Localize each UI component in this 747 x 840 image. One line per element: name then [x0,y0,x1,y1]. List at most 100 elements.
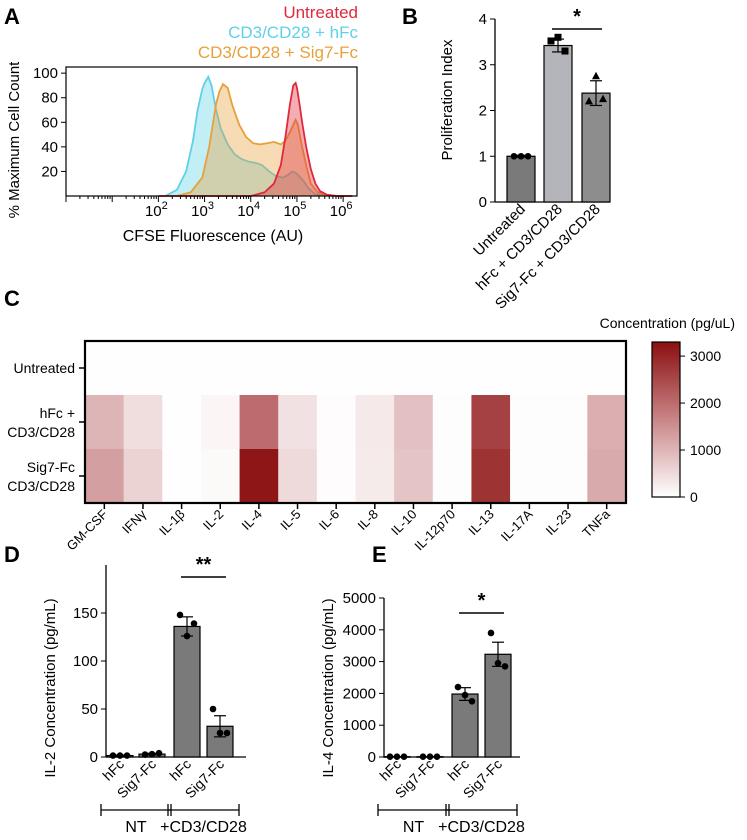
heatmap-cell [355,341,395,396]
x-tick-exponent: 3 [208,200,214,212]
data-point [468,698,476,705]
column-label: IL-12p70 [411,507,458,554]
data-point [183,632,191,640]
heatmap-cell [123,341,163,396]
y-tick-label: 3 [479,57,487,74]
x-tick-label: 102 [145,200,168,220]
panel-letter-c: C [4,286,20,311]
heatmap-cell [85,341,124,396]
data-point [454,683,462,691]
heatmap-cell [239,341,279,396]
y-tick-label: 3000 [343,654,376,671]
heatmap-cell [123,395,163,450]
heatmap-cell [278,449,318,504]
heatmap-cell [162,395,202,450]
plot-frame [65,66,358,197]
data-point [585,96,593,105]
colorbar-label: Concentration (pg/uL) [600,315,735,331]
group-label: +CD3/CD28 [438,819,525,836]
significance-marker: * [573,6,581,28]
row-label-line: Untreated [14,360,75,376]
curve-line-2 [158,81,353,197]
heatmap-cell [355,449,395,504]
heatmap-cell [432,395,472,450]
data-point [116,752,124,759]
data-point [190,620,198,627]
row-label-line: Sig7-Fc [27,459,75,475]
bar-chart-panel-d: IL-2 Concentration (pg/mL) 050100150hFcS… [42,554,247,836]
significance-marker: * [478,590,486,612]
data-point [141,751,149,758]
panel-letter-b: B [402,4,418,29]
heatmap-cell [471,341,511,396]
y-tick-label: 100 [33,65,58,82]
bar [173,625,201,758]
heatmap-cell [510,395,550,450]
heatmap-cell [278,395,318,450]
heatmap-cell [471,395,511,450]
legend-untreated: Untreated [283,3,358,22]
heatmap-cell [471,449,511,504]
heatmap-cell [316,449,356,504]
data-point [176,611,184,619]
x-tick-label: 103 [191,200,214,220]
curve-line-1 [176,82,353,197]
panel-letter-e: E [372,542,387,567]
data-point [547,37,555,45]
heatmap-cell [278,341,318,396]
data-point [393,753,401,760]
heatmap-cell [510,449,550,504]
colorbar-tick-label: 3000 [690,348,721,364]
data-point [433,753,441,760]
x-tick-exponent: 4 [254,200,260,212]
heatmap-cell [587,341,627,396]
curve-fill-2 [158,83,353,196]
row-label: Untreated [14,360,75,376]
data-point [109,752,117,759]
column-label: GM-CSF [64,506,111,553]
data-point [216,729,224,737]
legend-hfc: CD3/CD28 + hFc [228,23,358,42]
y-tick-label: 4000 [343,622,376,639]
y-tick-label: 50 [81,701,98,718]
y-tick-label: 20 [41,163,58,180]
histogram-panel-a: Untreated CD3/CD28 + hFc CD3/CD28 + Sig7… [6,3,358,245]
y-tick-label: 4 [479,11,487,28]
heatmap-cell [162,449,202,504]
y-axis-label-line-1: Proliferation Index [439,39,456,160]
heatmap-cell [432,341,472,396]
data-point [524,152,532,160]
data-point [487,629,495,637]
column-label: IL-1β [156,507,188,539]
heatmap-cell [548,449,588,504]
data-point [510,152,518,160]
x-tick-label: 106 [330,200,353,220]
heatmap-cell [162,341,202,396]
column-label: IL-10 [388,507,420,539]
bar [581,92,611,203]
y-tick-label: 0 [90,749,98,766]
column-label: IL-8 [354,507,380,533]
heatmap-cell [200,341,240,396]
x-category-label: hFc [444,756,472,784]
bar [543,44,573,203]
panel-letter-d: D [4,542,20,567]
row-label-line: CD3/CD28 [7,424,75,440]
panel-letter-a: A [4,4,20,29]
heatmap-cell [587,395,627,450]
colorbar [651,341,681,498]
y-axis-label: IL-2 Concentration (pg/mL) [42,598,59,777]
curve-fill-1 [176,84,353,196]
y-tick-label: 0 [479,194,487,211]
heatmap-cell [316,395,356,450]
x-category-label: hFc [166,756,194,784]
data-point [400,753,408,760]
column-label: IL-23 [543,507,575,539]
heatmap-cell [123,449,163,504]
y-axis-label: IL-4 Concentration (pg/mL) [320,598,337,777]
column-label: IL-13 [465,507,497,539]
heatmap-cell [510,341,550,396]
heatmap-cell [548,395,588,450]
heatmap-cell [394,449,434,504]
